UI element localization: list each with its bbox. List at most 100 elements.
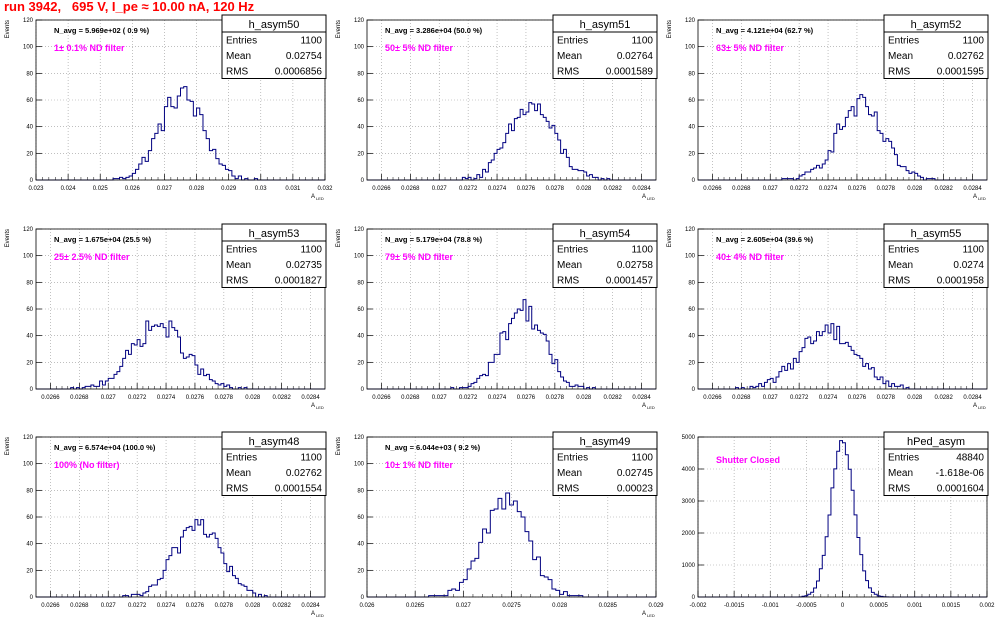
tick-label-x: -0.0015 xyxy=(724,603,745,609)
tick-label-x: 0.0268 xyxy=(401,395,420,401)
navg-label: N_avg = 1.675e+04 (25.5 %) xyxy=(54,235,152,244)
stats-label: Mean xyxy=(888,51,913,62)
tick-label-x: 0.0268 xyxy=(732,395,751,401)
plot-frame xyxy=(35,228,326,390)
tick-label-x: 0.023 xyxy=(28,186,44,192)
tick-label-x: 0.0282 xyxy=(934,395,953,401)
tick-label-x: 0.0282 xyxy=(272,603,291,609)
stats-label: Mean xyxy=(888,468,913,479)
tick-label-y: 100 xyxy=(23,254,34,260)
stats-value: 0.0274 xyxy=(953,260,984,271)
tick-label-y: 100 xyxy=(354,45,365,51)
tick-label-x: 0.028 xyxy=(576,395,592,401)
tick-label-y: 0 xyxy=(692,595,696,601)
tick-label-y: 60 xyxy=(357,98,364,104)
y-axis-label: Events xyxy=(336,20,342,38)
stats-label: Mean xyxy=(226,51,251,62)
tick-label-y: 0 xyxy=(361,178,365,184)
filter-label: 100% (No filter) xyxy=(54,460,120,470)
tick-label-x: 0.031 xyxy=(285,186,301,192)
tick-label-x: -0.001 xyxy=(762,603,780,609)
x-axis-label-sub: LED xyxy=(316,196,324,201)
tick-label-x: 0.0274 xyxy=(157,395,176,401)
tick-label-x: 0.027 xyxy=(101,603,117,609)
stats-box xyxy=(552,223,658,288)
tick-label-x: 0.0276 xyxy=(848,186,867,192)
stats-label: Entries xyxy=(557,245,588,256)
plot-frame xyxy=(697,19,988,181)
tick-label-x: 0.0005 xyxy=(869,603,888,609)
tick-label-x: 0.028 xyxy=(907,186,923,192)
histogram-name: h_asym53 xyxy=(249,228,300,240)
stats-value: 0.0001589 xyxy=(606,67,654,78)
tick-label-x: -0.002 xyxy=(689,603,707,609)
tick-label-y: 80 xyxy=(688,280,695,286)
stats-box xyxy=(883,431,989,496)
tick-label-x: 0.0266 xyxy=(703,186,722,192)
histogram-line xyxy=(36,86,325,181)
stats-label: RMS xyxy=(226,67,249,78)
stats-value: 0.02735 xyxy=(286,260,323,271)
tick-label-y: 0 xyxy=(692,387,696,393)
tick-label-y: 0 xyxy=(30,595,34,601)
tick-label-x: 0.0282 xyxy=(603,186,622,192)
tick-label-y: 2000 xyxy=(682,531,696,537)
x-axis-label: A xyxy=(311,194,315,200)
tick-label-y: 60 xyxy=(357,307,364,313)
tick-label-x: 0.027 xyxy=(763,395,779,401)
stats-label: Mean xyxy=(888,260,913,271)
stats-value: 48840 xyxy=(956,453,984,464)
tick-label-y: 120 xyxy=(23,18,34,24)
tick-label-x: 0.0284 xyxy=(301,603,320,609)
x-axis-label-sub: LED xyxy=(978,405,986,410)
histogram-panel-hPed_asym: -0.002 -0.0015 -0.001 -0.0005 0 0.0005 0.001 0.… xyxy=(682,431,995,609)
stats-label: Mean xyxy=(557,468,582,479)
tick-label-x: 0.0268 xyxy=(70,395,89,401)
tick-label-y: 100 xyxy=(23,45,34,51)
stats-label: RMS xyxy=(888,276,911,287)
tick-label-x: 0.0284 xyxy=(301,395,320,401)
tick-label-x: 0.0265 xyxy=(406,603,425,609)
tick-label-y: 0 xyxy=(30,178,34,184)
tick-label-y: 40 xyxy=(357,542,364,548)
tick-label-x: 0.0272 xyxy=(790,395,809,401)
stats-value: 0.02745 xyxy=(617,468,654,479)
stats-label: Mean xyxy=(226,260,251,271)
stats-box xyxy=(883,223,989,288)
y-axis-label: Events xyxy=(336,229,342,247)
tick-label-x: -0.0005 xyxy=(796,603,817,609)
histogram-panel-h_asym51: 0.0266 0.0268 0.027 0.0272 0.0274 0.0276 0.027… xyxy=(336,14,658,201)
tick-label-x: 0.0274 xyxy=(157,603,176,609)
tick-label-y: 120 xyxy=(354,18,365,24)
stats-value: 1100 xyxy=(962,245,984,256)
stats-label: RMS xyxy=(888,67,911,78)
stats-value: -1.618e-06 xyxy=(936,468,985,479)
stats-value: 1100 xyxy=(300,245,322,256)
tick-label-x: 0.0272 xyxy=(459,186,478,192)
x-axis-label-sub: LED xyxy=(647,196,655,201)
stats-label: RMS xyxy=(557,67,580,78)
plot-frame xyxy=(35,436,326,598)
tick-label-x: 0.0276 xyxy=(848,395,867,401)
tick-label-x: 0.028 xyxy=(907,395,923,401)
stats-value: 0.02762 xyxy=(286,468,323,479)
x-axis-label: A xyxy=(642,611,646,617)
tick-label-x: 0.027 xyxy=(157,186,173,192)
tick-label-x: 0.0268 xyxy=(70,603,89,609)
tick-label-y: 40 xyxy=(357,334,364,340)
x-axis-label-sub: LED xyxy=(316,405,324,410)
filter-label: 1± 0.1% ND filter xyxy=(54,43,125,53)
tick-label-x: 0.0268 xyxy=(401,186,420,192)
tick-label-x: 0.0272 xyxy=(459,395,478,401)
tick-label-x: 0.028 xyxy=(576,186,592,192)
tick-label-y: 80 xyxy=(26,280,33,286)
tick-label-x: 0.0274 xyxy=(488,395,507,401)
histogram-line xyxy=(36,519,325,598)
tick-label-y: 40 xyxy=(26,334,33,340)
tick-label-x: 0.029 xyxy=(221,186,237,192)
stats-label: RMS xyxy=(226,276,249,287)
tick-label-x: 0.0272 xyxy=(128,395,147,401)
tick-label-x: 0.028 xyxy=(552,603,568,609)
tick-label-y: 80 xyxy=(26,71,33,77)
